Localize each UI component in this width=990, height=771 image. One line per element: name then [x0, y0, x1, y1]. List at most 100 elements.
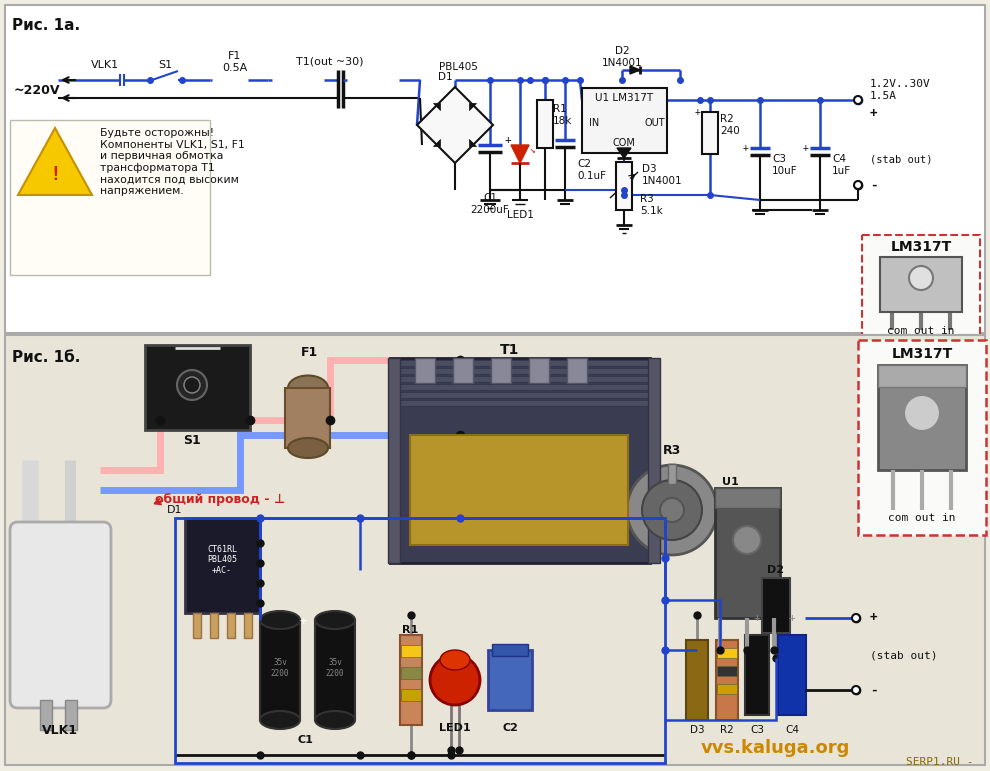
- Polygon shape: [469, 140, 476, 146]
- Bar: [778, 635, 806, 715]
- Text: SERP1.RU -: SERP1.RU -: [906, 757, 974, 767]
- Text: Рис. 1б.: Рис. 1б.: [12, 350, 80, 365]
- Circle shape: [909, 266, 933, 290]
- Bar: [40, 700, 52, 730]
- Circle shape: [854, 181, 862, 189]
- Text: C1: C1: [297, 735, 313, 745]
- Polygon shape: [469, 103, 476, 110]
- Bar: [492, 644, 528, 656]
- Text: IN: IN: [589, 118, 599, 128]
- Text: F1: F1: [301, 345, 319, 359]
- Text: VLK1: VLK1: [91, 60, 119, 70]
- Ellipse shape: [288, 375, 328, 400]
- Bar: [393, 384, 648, 390]
- Text: Рис. 1а.: Рис. 1а.: [12, 18, 80, 33]
- Text: +: +: [803, 143, 809, 153]
- Bar: [401, 667, 421, 679]
- Text: C2
0.1uF: C2 0.1uF: [577, 159, 606, 181]
- Text: (stab out): (stab out): [870, 155, 933, 165]
- Text: C3: C3: [750, 725, 764, 735]
- Ellipse shape: [440, 650, 470, 670]
- Text: R2
240: R2 240: [720, 114, 740, 136]
- Circle shape: [852, 686, 860, 694]
- Bar: [878, 365, 966, 470]
- Bar: [745, 635, 769, 715]
- Bar: [175, 518, 665, 763]
- Bar: [582, 88, 667, 153]
- Bar: [453, 358, 473, 383]
- Bar: [648, 358, 660, 563]
- Bar: [393, 376, 648, 382]
- Polygon shape: [617, 148, 631, 158]
- Circle shape: [733, 526, 761, 554]
- Circle shape: [627, 465, 717, 555]
- Bar: [858, 340, 986, 535]
- Polygon shape: [434, 103, 441, 110]
- Bar: [5, 335, 985, 765]
- Bar: [393, 360, 648, 366]
- Bar: [668, 464, 676, 484]
- Ellipse shape: [315, 611, 355, 629]
- Bar: [185, 518, 260, 613]
- Text: S1: S1: [158, 60, 172, 70]
- Bar: [762, 578, 790, 633]
- Bar: [702, 112, 718, 154]
- Text: U1: U1: [722, 477, 739, 487]
- Text: COM: COM: [613, 138, 636, 148]
- Polygon shape: [630, 66, 640, 74]
- Text: +: +: [753, 613, 760, 623]
- Text: Будьте осторожны!
Компоненты VLK1, S1, F1
и первичная обмотка
трансформатора Т1
: Будьте осторожны! Компоненты VLK1, S1, F…: [100, 128, 245, 196]
- Text: -: -: [870, 684, 877, 696]
- Text: T1: T1: [500, 343, 520, 357]
- Circle shape: [854, 96, 862, 104]
- Text: 35v
2200: 35v 2200: [326, 658, 345, 678]
- Text: -: -: [870, 179, 877, 191]
- Text: D3
1N4001: D3 1N4001: [642, 164, 683, 186]
- Text: F1
0.5A: F1 0.5A: [223, 51, 248, 72]
- Bar: [616, 162, 632, 210]
- Text: vvs.kaluga.org: vvs.kaluga.org: [700, 739, 849, 757]
- Text: +: +: [789, 613, 795, 623]
- Text: общий провод - ⊥: общий провод - ⊥: [155, 493, 285, 507]
- Text: +: +: [870, 611, 877, 625]
- Text: +: +: [300, 615, 308, 628]
- Bar: [529, 358, 549, 383]
- Polygon shape: [511, 145, 529, 163]
- Bar: [193, 613, 201, 638]
- Text: LED1: LED1: [440, 723, 471, 733]
- Bar: [880, 257, 962, 312]
- Bar: [716, 640, 738, 720]
- Circle shape: [660, 498, 684, 522]
- Text: +: +: [695, 107, 701, 117]
- Bar: [415, 358, 435, 383]
- Text: LM317T: LM317T: [890, 240, 951, 254]
- Bar: [10, 120, 210, 275]
- Text: C2: C2: [502, 723, 518, 733]
- Circle shape: [642, 480, 702, 540]
- Text: OUT: OUT: [644, 118, 665, 128]
- Bar: [715, 488, 780, 618]
- Text: D3: D3: [690, 725, 704, 735]
- Text: R3
5.1k: R3 5.1k: [640, 194, 662, 216]
- Bar: [393, 400, 648, 406]
- Text: D2
1N4001: D2 1N4001: [602, 46, 643, 68]
- Text: →: →: [527, 144, 538, 156]
- Text: ~220V: ~220V: [14, 83, 60, 96]
- Text: (stab out): (stab out): [870, 650, 938, 660]
- Text: VLK1: VLK1: [42, 723, 78, 736]
- Text: CT61RL
PBL405
+AC-: CT61RL PBL405 +AC-: [207, 545, 237, 575]
- Text: com out in: com out in: [888, 513, 955, 523]
- Bar: [717, 666, 737, 676]
- Circle shape: [430, 655, 480, 705]
- Bar: [388, 358, 400, 563]
- Circle shape: [904, 395, 940, 431]
- Polygon shape: [434, 140, 441, 146]
- Ellipse shape: [260, 711, 300, 729]
- Bar: [393, 392, 648, 398]
- Text: U1 LM317T: U1 LM317T: [595, 93, 653, 103]
- Text: C4
1uF: C4 1uF: [832, 154, 851, 176]
- Text: LED1: LED1: [507, 210, 534, 220]
- Text: 35v
2200: 35v 2200: [270, 658, 289, 678]
- Text: LM317T: LM317T: [891, 347, 952, 361]
- Bar: [400, 635, 422, 725]
